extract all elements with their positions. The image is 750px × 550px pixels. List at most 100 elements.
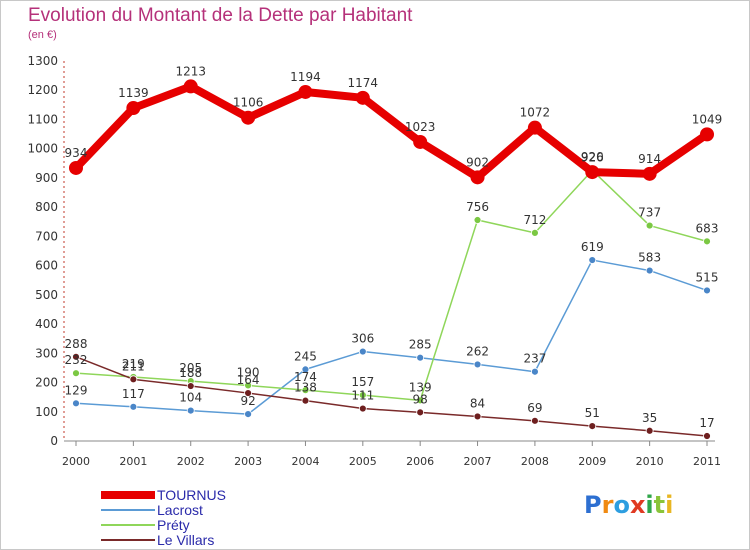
data-point (413, 134, 428, 149)
x-tick-label: 2011 (693, 455, 721, 468)
data-point (645, 426, 654, 435)
data-point (703, 432, 711, 440)
y-tick-label: 600 (35, 259, 58, 273)
x-tick-label: 2005 (349, 455, 377, 468)
x-tick-label: 2008 (521, 455, 549, 468)
y-tick-label: 900 (35, 171, 58, 185)
data-point (241, 110, 256, 125)
data-point (129, 402, 138, 411)
data-label: 164 (237, 373, 260, 387)
data-point (244, 410, 252, 419)
data-point (700, 127, 714, 142)
data-point (301, 386, 310, 395)
data-point (473, 360, 482, 369)
data-point (416, 408, 425, 417)
chart-title: Evolution du Montant de la Dette par Hab… (28, 5, 413, 26)
data-point (69, 160, 83, 175)
data-label: 515 (696, 270, 719, 284)
data-label: 1106 (233, 96, 264, 110)
data-label: 129 (65, 383, 88, 397)
chart-subtitle: (en €) (28, 29, 57, 41)
data-point (126, 101, 141, 116)
data-label: 245 (294, 349, 317, 363)
x-tick-label: 2004 (291, 455, 319, 468)
y-tick-label: 200 (35, 376, 58, 390)
data-point (642, 166, 657, 181)
data-point (703, 286, 711, 295)
data-label: 174 (294, 370, 317, 384)
data-label: 583 (638, 251, 661, 265)
logo-letter: i (645, 491, 654, 519)
data-label: 926 (581, 150, 604, 164)
data-label: 104 (179, 391, 202, 405)
y-tick-label: 100 (35, 405, 58, 419)
data-label: 17 (699, 416, 714, 430)
data-point (244, 389, 252, 397)
data-label: 237 (523, 352, 546, 366)
data-label: 1049 (692, 112, 723, 126)
y-tick-label: 300 (35, 346, 58, 360)
data-label: 211 (122, 359, 145, 373)
data-point (301, 365, 310, 374)
proxiti-logo: Proxiti (584, 491, 673, 519)
data-point (585, 165, 600, 180)
legend-label: Le Villars (157, 532, 215, 548)
legend-swatch (101, 539, 155, 541)
y-tick-label: 1000 (27, 142, 58, 156)
data-label: 98 (413, 392, 428, 406)
legend-label: Lacrost (157, 502, 203, 518)
x-tick-label: 2007 (464, 455, 492, 468)
x-tick-label: 2010 (636, 455, 664, 468)
data-label: 914 (638, 152, 661, 166)
data-label: 306 (351, 332, 374, 346)
data-label: 69 (527, 401, 542, 415)
data-label: 920 (581, 150, 604, 164)
x-tick-label: 2009 (578, 455, 606, 468)
data-point (470, 170, 485, 185)
data-label: 737 (638, 206, 661, 220)
series-line-pr-ty (75, 169, 708, 402)
y-tick-label: 800 (35, 200, 58, 214)
data-point (186, 406, 195, 415)
data-label: 619 (581, 240, 604, 254)
logo-letter: i (665, 491, 674, 519)
logo-letter: t (653, 491, 666, 519)
data-label: 111 (351, 389, 374, 403)
legend-label: Préty (157, 517, 190, 533)
y-tick-label: 400 (35, 317, 58, 331)
data-label: 117 (122, 387, 145, 401)
data-point (531, 228, 539, 237)
data-point (244, 381, 252, 390)
data-point (531, 416, 539, 425)
y-tick-label: 700 (35, 229, 58, 243)
logo-letter: r (601, 491, 614, 519)
data-label: 205 (179, 361, 202, 375)
data-label: 190 (237, 365, 260, 379)
data-point (527, 120, 542, 135)
y-tick-label: 1200 (27, 83, 58, 97)
data-point (645, 266, 654, 275)
data-point (183, 79, 198, 94)
data-label: 157 (351, 375, 374, 389)
data-point (301, 396, 310, 405)
data-label: 92 (240, 394, 255, 408)
legend-swatch (101, 509, 155, 511)
data-point (358, 404, 367, 413)
data-label: 288 (65, 337, 88, 351)
data-label: 1174 (348, 76, 379, 90)
data-label: 51 (585, 406, 600, 420)
data-point (358, 391, 367, 400)
legend-swatch (101, 524, 155, 526)
data-label: 188 (179, 366, 202, 380)
logo-letter: x (629, 491, 646, 519)
x-tick-label: 2000 (62, 455, 90, 468)
data-label: 138 (294, 381, 317, 395)
series-line-le-villars (75, 356, 708, 437)
data-label: 902 (466, 155, 489, 169)
data-label: 1072 (520, 106, 551, 120)
data-point (355, 90, 370, 105)
logo-letter: o (613, 491, 630, 519)
data-point (416, 396, 425, 405)
